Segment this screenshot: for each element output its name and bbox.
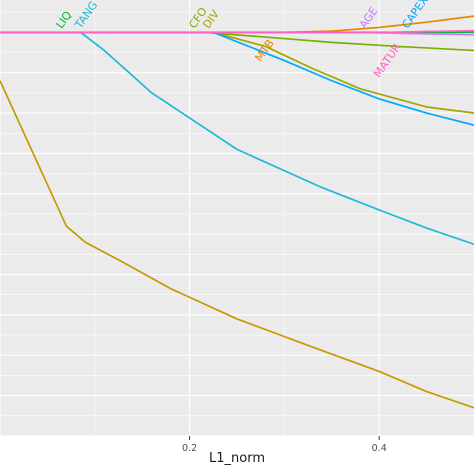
x-tick-label: 0.2 [182, 443, 197, 454]
plot-panel-background [0, 0, 474, 436]
series-lines [0, 15, 474, 409]
x-axis-title: L1_norm [209, 451, 265, 466]
x-axis: 0.2 0.4 [182, 436, 387, 454]
minor-gridlines [0, 0, 474, 436]
major-gridlines [0, 0, 474, 437]
series-line-unlabeled [0, 80, 474, 409]
x-tick-label: 0.4 [372, 443, 387, 454]
series-line-tang [0, 31, 474, 246]
